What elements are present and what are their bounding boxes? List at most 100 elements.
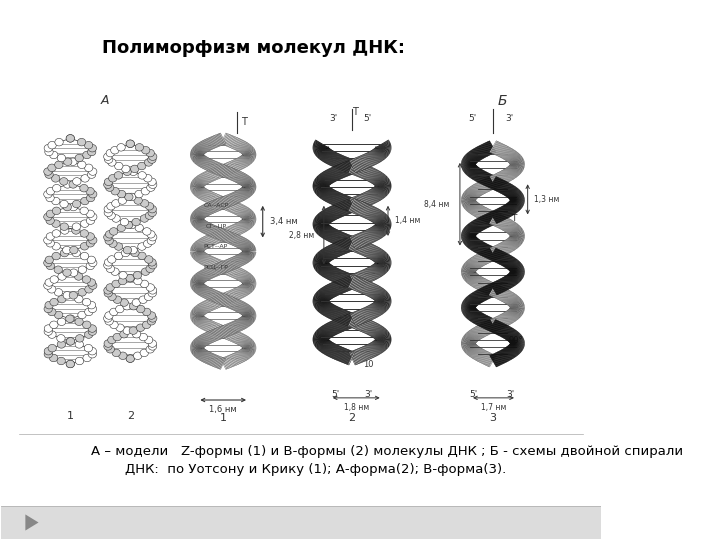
Polygon shape	[376, 262, 391, 264]
Polygon shape	[203, 191, 210, 201]
Polygon shape	[463, 164, 476, 171]
Polygon shape	[240, 239, 248, 249]
Polygon shape	[190, 154, 204, 156]
Circle shape	[86, 187, 94, 195]
Circle shape	[82, 276, 91, 284]
Polygon shape	[468, 346, 478, 356]
Polygon shape	[330, 345, 339, 358]
Polygon shape	[510, 196, 524, 200]
Circle shape	[104, 233, 112, 241]
Polygon shape	[508, 238, 519, 247]
Circle shape	[148, 209, 156, 217]
Polygon shape	[212, 323, 218, 334]
Polygon shape	[324, 286, 333, 298]
Circle shape	[69, 203, 78, 211]
Circle shape	[118, 277, 127, 285]
Polygon shape	[462, 200, 476, 205]
Polygon shape	[476, 206, 484, 218]
Polygon shape	[217, 164, 223, 175]
Polygon shape	[366, 321, 374, 334]
Polygon shape	[235, 333, 243, 344]
Polygon shape	[194, 340, 204, 348]
Polygon shape	[372, 227, 381, 239]
Polygon shape	[491, 319, 499, 330]
Circle shape	[141, 187, 150, 195]
Polygon shape	[375, 147, 387, 158]
Polygon shape	[194, 179, 204, 187]
Polygon shape	[215, 292, 221, 303]
Polygon shape	[376, 224, 390, 229]
Polygon shape	[510, 160, 524, 165]
Polygon shape	[510, 235, 525, 236]
Polygon shape	[376, 217, 389, 225]
Polygon shape	[243, 182, 255, 187]
Polygon shape	[487, 176, 495, 187]
Polygon shape	[349, 352, 356, 365]
Polygon shape	[195, 219, 204, 228]
Polygon shape	[317, 147, 329, 157]
Polygon shape	[369, 208, 377, 220]
Polygon shape	[347, 199, 355, 212]
Polygon shape	[326, 285, 335, 298]
Polygon shape	[467, 190, 477, 199]
Polygon shape	[466, 345, 477, 354]
Polygon shape	[462, 269, 475, 272]
Polygon shape	[484, 251, 491, 262]
Polygon shape	[510, 193, 523, 200]
Polygon shape	[332, 321, 340, 333]
Polygon shape	[232, 192, 239, 204]
Polygon shape	[374, 301, 386, 312]
Polygon shape	[211, 233, 217, 244]
Polygon shape	[316, 262, 328, 271]
Polygon shape	[365, 153, 373, 166]
Polygon shape	[190, 346, 204, 348]
Polygon shape	[354, 197, 361, 210]
Polygon shape	[230, 355, 236, 366]
Polygon shape	[462, 200, 476, 205]
Polygon shape	[199, 239, 207, 249]
Polygon shape	[473, 169, 482, 180]
Polygon shape	[374, 225, 385, 236]
Polygon shape	[240, 272, 248, 282]
Polygon shape	[376, 147, 390, 152]
Polygon shape	[242, 339, 252, 348]
Polygon shape	[318, 148, 330, 159]
Circle shape	[58, 273, 66, 280]
Polygon shape	[464, 165, 476, 172]
Circle shape	[78, 266, 86, 273]
Polygon shape	[469, 295, 479, 305]
Polygon shape	[318, 340, 330, 350]
Polygon shape	[202, 269, 210, 280]
Polygon shape	[318, 148, 329, 158]
Polygon shape	[199, 303, 207, 313]
Polygon shape	[341, 349, 348, 362]
Polygon shape	[238, 286, 246, 296]
Polygon shape	[215, 328, 222, 339]
Polygon shape	[198, 285, 207, 295]
Polygon shape	[191, 281, 204, 284]
Polygon shape	[312, 185, 328, 186]
Polygon shape	[476, 278, 485, 289]
Polygon shape	[238, 205, 245, 216]
Polygon shape	[330, 206, 338, 219]
Polygon shape	[374, 175, 386, 185]
Polygon shape	[358, 348, 365, 362]
Polygon shape	[190, 283, 204, 286]
Polygon shape	[243, 283, 253, 291]
Polygon shape	[190, 153, 204, 155]
Polygon shape	[468, 331, 478, 341]
Polygon shape	[192, 315, 204, 320]
Polygon shape	[365, 307, 373, 320]
Polygon shape	[242, 251, 252, 260]
Polygon shape	[341, 234, 348, 247]
Polygon shape	[374, 225, 386, 235]
Polygon shape	[486, 142, 493, 154]
Polygon shape	[354, 239, 361, 252]
Polygon shape	[510, 234, 524, 237]
Polygon shape	[234, 159, 240, 170]
Polygon shape	[485, 318, 492, 329]
Polygon shape	[212, 136, 219, 147]
Circle shape	[118, 197, 127, 204]
Polygon shape	[510, 344, 521, 353]
Polygon shape	[191, 280, 204, 284]
